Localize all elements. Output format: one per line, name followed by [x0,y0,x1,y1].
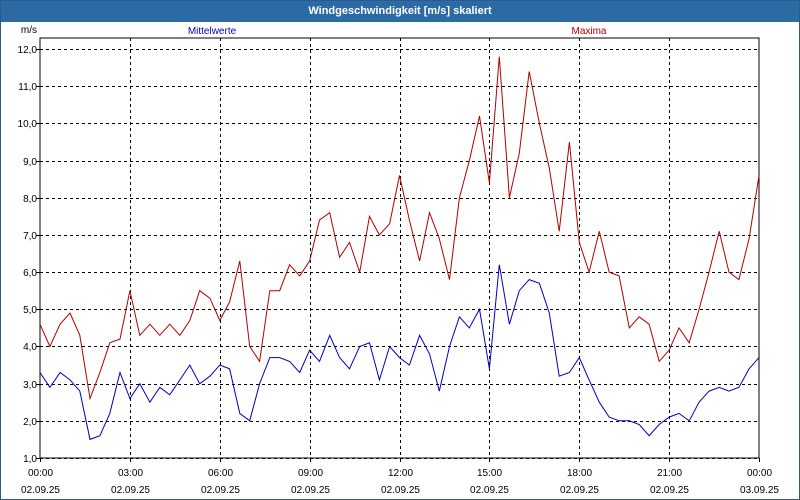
legend-entry-mittelwerte: Mittelwerte [188,26,237,37]
x-tick-date: 02.09.25 [381,485,420,496]
plot-area [39,37,760,459]
x-tick-date: 02.09.25 [650,485,689,496]
legend: Mittelwerte Maxima [188,26,607,37]
x-tick-date: 02.09.25 [470,485,509,496]
x-tick-time: 00:00 [747,468,772,479]
x-tick-date: 03.09.25 [740,485,779,496]
axis-layer: 1,0 2,0 3,0 4,0 5,0 6,0 7,0 8,0 9,0 10,0 11,0 12,0 m… [18,25,780,496]
y-tick-label: 1,0 [23,454,37,465]
x-tick-date: 02.09.25 [111,485,150,496]
y-tick-label: 9,0 [23,157,37,168]
series-line-maxima [39,56,760,401]
y-tick-label: 11,0 [18,82,37,93]
x-tick-time: 09:00 [298,468,323,479]
y-tick-label: 10,0 [18,119,38,130]
x-tick-date: 02.09.25 [291,485,330,496]
y-tick-label: 3,0 [23,380,37,391]
y-tick-label: 2,0 [23,417,37,428]
grid [40,38,759,459]
y-tick-label: 5,0 [23,305,37,316]
y-tick-label: 6,0 [23,268,37,279]
y-tick-label: 8,0 [23,194,37,205]
series-layer [39,56,760,441]
x-tick-time: 00:00 [28,468,53,479]
legend-entry-maxima: Maxima [571,26,606,37]
x-tick-date: 02.09.25 [21,485,60,496]
x-tick-time: 15:00 [477,468,502,479]
x-tick-date: 02.09.25 [560,485,599,496]
x-tick-date: 02.09.25 [201,485,240,496]
x-tick-time: 18:00 [567,468,592,479]
y-tick-label: 12,0 [18,45,38,56]
series-line-mittelwerte [39,264,760,441]
x-tick-time: 03:00 [118,468,143,479]
y-tick-label: 7,0 [23,231,37,242]
x-tick-time: 12:00 [388,468,413,479]
y-axis-unit: m/s [21,25,37,36]
y-tick-label: 4,0 [23,342,37,353]
x-tick-time: 06:00 [208,468,233,479]
window-title: Windgeschwindigkeit [m/s] skaliert [1,1,799,22]
x-tick-time: 21:00 [657,468,682,479]
